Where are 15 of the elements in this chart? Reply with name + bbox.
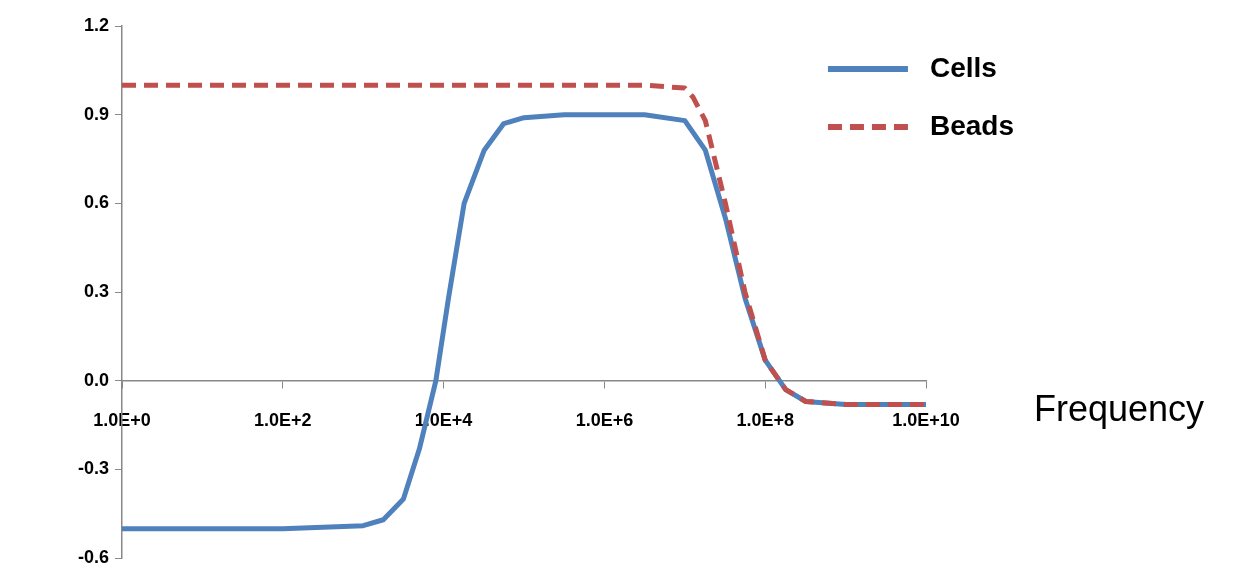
x-tick-label: 1.0E+8 — [736, 409, 794, 430]
y-tick-label: 0.6 — [83, 192, 110, 213]
x-tick-label: 1.0E+2 — [254, 409, 312, 430]
x-tick-label: 1.0E+6 — [575, 409, 634, 430]
y-tick-label: 0.3 — [83, 281, 110, 302]
legend-label: Cells — [929, 51, 997, 83]
legend-label: Beads — [929, 109, 1015, 141]
y-tick-label: 0.0 — [83, 369, 110, 390]
y-tick-label: 0.9 — [83, 103, 110, 124]
x-axis-title: Frequency — [1034, 387, 1205, 429]
y-tick-label: -0.3 — [77, 458, 110, 479]
x-tick-label: 1.0E+10 — [892, 409, 960, 430]
y-tick-label: 1.2 — [83, 14, 110, 35]
y-tick-label: -0.6 — [77, 547, 110, 568]
x-tick-label: 1.0E+0 — [93, 409, 151, 430]
